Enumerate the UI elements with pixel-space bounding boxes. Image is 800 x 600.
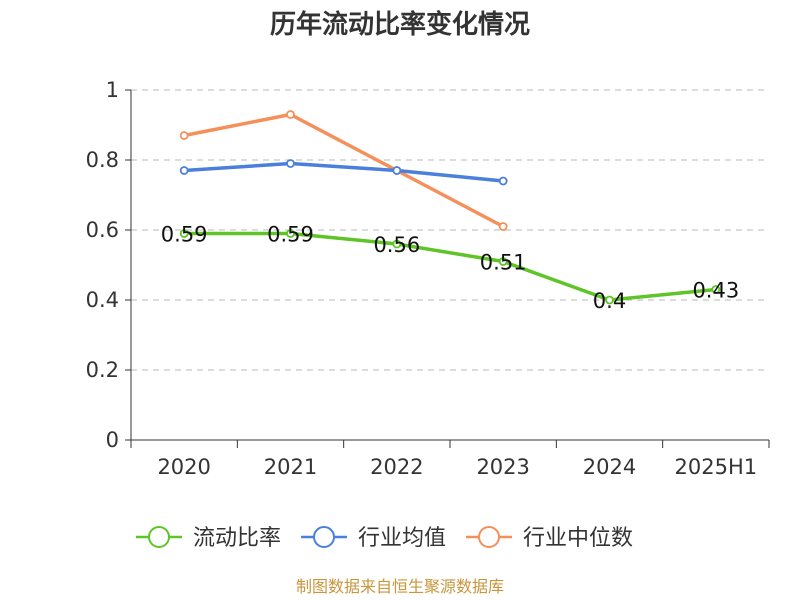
data-point [286,229,295,238]
legend-item: 行业中位数 [466,526,633,551]
data-label: 0.56 [373,233,420,257]
data-point [392,166,402,175]
x-tick-label: 2025H1 [675,455,758,479]
data-point [179,229,189,238]
data-label: 0.51 [480,251,527,275]
legend: 流动比率 行业均值 行业中位数 [136,526,633,551]
data-point [498,222,508,231]
data-point [498,257,508,266]
data-label: 0.4 [593,289,626,313]
x-tick-label: 2023 [476,455,529,479]
y-tick-label: 1 [106,78,119,102]
data-label: 0.43 [692,279,739,303]
legend-item: 流动比率 [136,526,281,551]
data-label: 0.59 [161,223,208,247]
series-line [184,161,504,183]
data-point [179,131,189,140]
data-label: 0.59 [267,223,314,247]
series-line [184,231,717,302]
legend-marker [478,526,501,548]
x-tick-label: 2022 [370,455,423,479]
series-layer [179,110,721,305]
x-tick-label: 2021 [264,455,317,479]
legend-item: 行业均值 [301,526,446,551]
y-tick-label: 0.6 [86,218,119,242]
y-tick-label: 0.8 [86,148,119,172]
data-point [605,295,614,305]
y-tick-label: 0.2 [86,358,119,382]
axes: 0 0.2 0.4 0.6 0.8 1 2020 2021 2022 2023 2024 2025H1 [86,78,770,479]
data-point [179,166,189,175]
legend-marker [148,526,170,548]
data-point [498,176,508,186]
data-point [286,110,295,119]
legend-label: 行业均值 [358,526,446,551]
data-point [392,239,402,249]
x-tick-label: 2020 [157,455,210,479]
legend-marker [313,526,336,548]
gridlines [131,89,769,371]
legend-label: 流动比率 [193,526,281,551]
x-tick-label: 2024 [583,455,636,479]
series-line [183,112,504,229]
y-tick-label: 0 [106,428,119,452]
legend-label: 行业中位数 [523,526,633,551]
source-note: 制图数据来自恒生聚源数据库 [296,577,504,596]
data-labels: 0.59 0.59 0.56 0.51 0.4 0.43 [161,223,739,314]
y-tick-label: 0.4 [86,288,119,312]
data-point [711,285,721,294]
data-point [286,159,295,168]
chart-title: 历年流动比率变化情况 [270,9,530,40]
